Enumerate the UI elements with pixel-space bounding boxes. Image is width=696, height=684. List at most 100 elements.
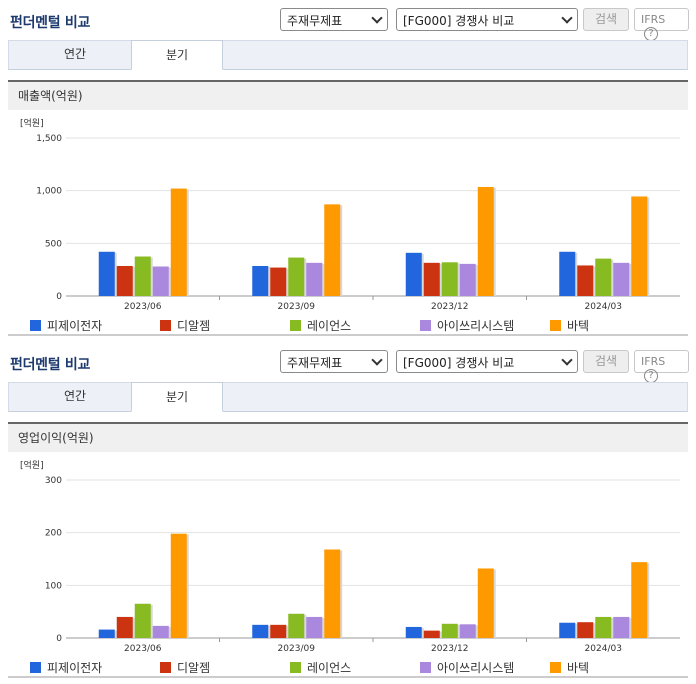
tab-annual[interactable]: 연간 [63, 389, 87, 403]
search-button[interactable]: 검색 [583, 350, 629, 373]
bar [170, 533, 187, 638]
bar [324, 549, 341, 638]
statement-type-value: 주재무제표 [287, 356, 343, 370]
peer-group-select[interactable]: [FG000] 경쟁사 비교 [396, 350, 578, 373]
legend-label: 바텍 [567, 661, 590, 675]
y-tick-label: 1,000 [36, 187, 62, 197]
statement-type-select[interactable]: 주재무제표 [280, 8, 388, 31]
peer-group-value: [FG000] 경쟁사 비교 [403, 14, 515, 28]
legend-item[interactable]: 디알젬 [160, 659, 210, 676]
bar [577, 622, 594, 638]
y-tick-label: 500 [45, 239, 62, 249]
legend-label: 피제이전자 [47, 319, 103, 333]
legend-item[interactable]: 레이언스 [290, 317, 351, 334]
y-tick-label: 300 [45, 476, 62, 486]
x-tick-label: 2023/12 [431, 644, 468, 654]
bar [134, 603, 151, 638]
tab-annual[interactable]: 연간 [63, 47, 87, 61]
bar [441, 623, 458, 638]
bar [613, 616, 630, 638]
ifrs-help-button[interactable]: IFRS? [634, 8, 689, 41]
chevron-down-icon [371, 354, 383, 366]
y-axis-unit-label: [억원] [20, 459, 44, 471]
bar [423, 630, 440, 638]
bar [405, 626, 422, 638]
x-tick-label: 2023/06 [124, 644, 162, 654]
legend-swatch [160, 320, 171, 331]
bar [559, 251, 576, 296]
ifrs-help-button[interactable]: IFRS? [634, 350, 689, 383]
legend-label: 아이쓰리시스템 [437, 319, 515, 333]
help-icon: ? [644, 27, 658, 41]
bar [98, 251, 115, 296]
bar [288, 257, 305, 296]
bar [252, 265, 269, 296]
period-tabs: 연간 분기 [8, 382, 688, 412]
y-tick-label: 200 [45, 529, 62, 539]
page-title: 펀더멘털 비교 [10, 15, 91, 31]
legend-swatch [420, 320, 431, 331]
bar [631, 196, 648, 296]
legend-swatch [420, 662, 431, 673]
legend-item[interactable]: 피제이전자 [30, 317, 102, 334]
x-tick-label: 2024/03 [585, 302, 622, 312]
bar [288, 613, 305, 638]
search-button[interactable]: 검색 [583, 8, 629, 31]
bar [613, 262, 630, 296]
bar [459, 624, 476, 638]
legend-swatch [160, 662, 171, 673]
bar [559, 622, 576, 638]
chart-legend: 피제이전자 디알젬 레이언스 아이쓰리시스템 바텍 [8, 656, 688, 678]
bar [252, 624, 269, 638]
legend-label: 디알젬 [177, 661, 211, 675]
bar [405, 252, 422, 296]
legend-item[interactable]: 레이언스 [290, 659, 351, 676]
legend-item[interactable]: 바텍 [550, 659, 589, 676]
chevron-down-icon [561, 354, 573, 366]
help-icon: ? [644, 369, 658, 383]
bar [306, 616, 323, 638]
tab-quarterly[interactable]: 분기 [131, 382, 223, 412]
ifrs-label: IFRS [641, 13, 666, 26]
peer-group-select[interactable]: [FG000] 경쟁사 비교 [396, 8, 578, 31]
legend-item[interactable]: 피제이전자 [30, 659, 102, 676]
legend-item[interactable]: 바텍 [550, 317, 589, 334]
bar [152, 266, 169, 296]
y-tick-label: 0 [56, 634, 62, 644]
x-tick-label: 2023/06 [124, 302, 162, 312]
peer-group-value: [FG000] 경쟁사 비교 [403, 356, 515, 370]
legend-swatch [290, 320, 301, 331]
legend-swatch [550, 662, 561, 673]
legend-label: 레이언스 [307, 661, 352, 675]
operating-profit-bar-chart: [억원] 0 100 200 300 2023/06 2023/09 2023/12 2024/… [20, 459, 680, 654]
legend-swatch [30, 662, 41, 673]
tab-quarterly[interactable]: 분기 [131, 40, 223, 70]
y-axis-unit-label: [억원] [20, 117, 44, 129]
legend-swatch [30, 320, 41, 331]
legend-item[interactable]: 아이쓰리시스템 [420, 317, 514, 334]
x-tick-label: 2023/12 [431, 302, 468, 312]
legend-label: 레이언스 [307, 319, 352, 333]
bar [170, 188, 187, 296]
legend-label: 바텍 [567, 319, 590, 333]
legend-item[interactable]: 디알젬 [160, 317, 210, 334]
y-tick-label: 100 [45, 581, 62, 591]
bar [423, 262, 440, 296]
legend-label: 디알젬 [177, 319, 211, 333]
statement-type-value: 주재무제표 [287, 14, 343, 28]
bar [324, 204, 341, 296]
bar [595, 616, 612, 638]
revenue-bar-chart: [억원] 0 500 1,000 1,500 2023/06 2023/09 2023/12 2… [20, 117, 680, 312]
legend-item[interactable]: 아이쓰리시스템 [420, 659, 514, 676]
chart-title-revenue: 매출액(억원) [8, 80, 688, 110]
bar [98, 629, 115, 638]
statement-type-select[interactable]: 주재무제표 [280, 350, 388, 373]
y-tick-label: 0 [56, 292, 62, 302]
legend-swatch [290, 662, 301, 673]
ifrs-label: IFRS [641, 355, 666, 368]
bar [116, 265, 133, 296]
legend-swatch [550, 320, 561, 331]
bar [116, 616, 133, 638]
bar [595, 258, 612, 296]
chart-legend: 피제이전자 디알젬 레이언스 아이쓰리시스템 바텍 [8, 314, 688, 336]
